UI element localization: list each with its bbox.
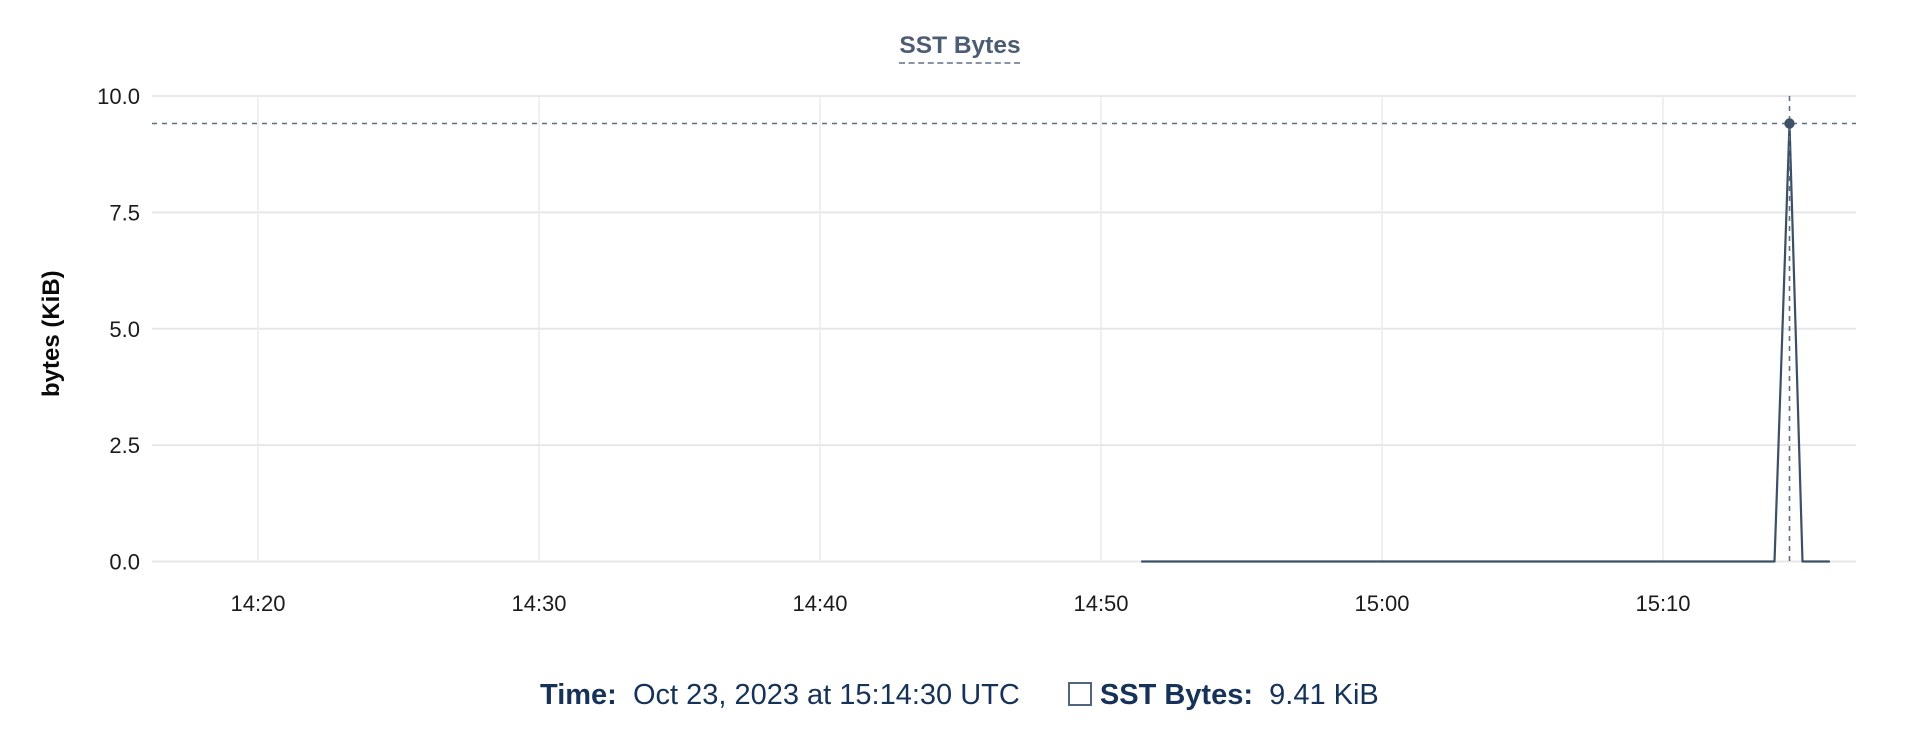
svg-text:5.0: 5.0 [109, 317, 140, 342]
svg-text:14:30: 14:30 [511, 591, 566, 616]
svg-text:2.5: 2.5 [109, 433, 140, 458]
svg-text:7.5: 7.5 [109, 200, 140, 225]
svg-text:15:10: 15:10 [1635, 591, 1690, 616]
svg-text:10.0: 10.0 [97, 84, 140, 109]
svg-text:0.0: 0.0 [109, 550, 140, 575]
svg-text:14:20: 14:20 [230, 591, 285, 616]
svg-text:14:40: 14:40 [792, 591, 847, 616]
svg-text:15:00: 15:00 [1354, 591, 1409, 616]
svg-text:14:50: 14:50 [1073, 591, 1128, 616]
